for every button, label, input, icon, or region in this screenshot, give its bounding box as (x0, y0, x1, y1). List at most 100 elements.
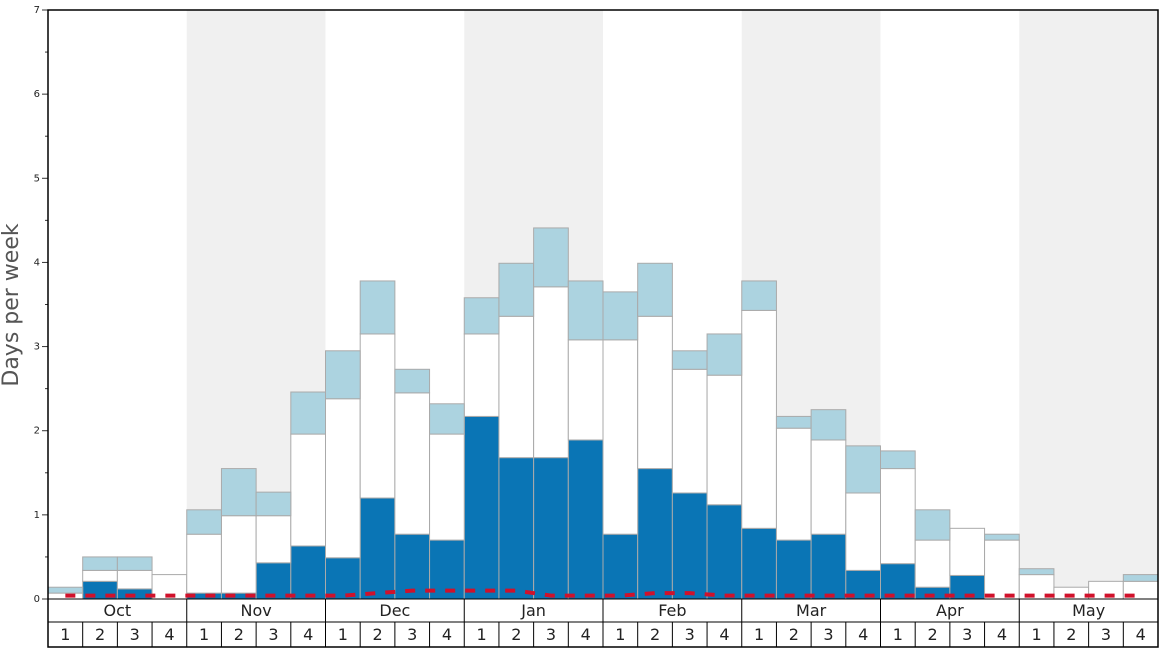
bar-segment (429, 433, 465, 541)
bar-segment (845, 492, 881, 571)
x-tick-label: 4 (997, 625, 1007, 644)
bar-segment (810, 409, 847, 441)
bar-segment (671, 350, 708, 370)
x-tick-label: 1 (893, 625, 903, 644)
bar-segment (463, 415, 500, 600)
x-tick-label: 4 (858, 625, 868, 644)
y-tick-label: 5 (34, 173, 40, 184)
x-tick-label: 1 (199, 625, 209, 644)
y-tick-label: 7 (34, 5, 40, 16)
bar-segment (602, 291, 639, 341)
bar-segment (255, 515, 292, 564)
bar-segment (775, 415, 812, 429)
y-tick-label: 3 (34, 342, 40, 353)
bar-segment (567, 339, 604, 441)
bar-segment (255, 562, 292, 600)
bar-segment (186, 533, 222, 594)
bar-segment (637, 468, 673, 600)
bar-segment (845, 445, 881, 494)
bar-segment (637, 315, 673, 470)
bar-segment (463, 333, 500, 417)
bar-segment (706, 504, 743, 600)
bar-segment (602, 339, 639, 535)
x-tick-label: 1 (338, 625, 348, 644)
bar-segment (810, 439, 847, 535)
frame (47, 9, 1159, 648)
y-tick-label: 4 (34, 257, 40, 268)
x-tick-label: 3 (823, 625, 833, 644)
bar-segment (220, 515, 257, 594)
x-tick-label: 4 (719, 625, 729, 644)
x-tick-label: 3 (130, 625, 140, 644)
month-label: Feb (658, 601, 686, 620)
x-tick-label: 4 (164, 625, 174, 644)
bar-segment (741, 527, 777, 600)
bar-segment (290, 391, 326, 435)
bar-segment (290, 545, 326, 600)
y-tick-label: 2 (34, 426, 40, 437)
bar-segment (359, 280, 396, 335)
y-tick-label: 0 (34, 594, 40, 605)
x-tick-label: 2 (95, 625, 105, 644)
bar-segment (706, 374, 743, 506)
bar-segment (359, 497, 396, 600)
bar-segment (82, 556, 118, 571)
x-tick-label: 3 (685, 625, 695, 644)
x-tick-label: 2 (511, 625, 521, 644)
bar-segment (741, 309, 777, 529)
month-band (1019, 10, 1158, 599)
month-label: May (1072, 601, 1105, 620)
bar-segment (775, 427, 812, 541)
bar-segment (880, 450, 916, 470)
month-label: Mar (796, 601, 827, 620)
bar-segment (671, 492, 708, 600)
bar-segment (394, 392, 431, 535)
bar-segment (914, 539, 951, 588)
bar-segment (116, 569, 153, 590)
month-label: Nov (241, 601, 272, 620)
bar-segment (255, 491, 292, 517)
bar-segment (1018, 568, 1055, 576)
x-tick-label: 2 (927, 625, 937, 644)
x-tick-label: 3 (1101, 625, 1111, 644)
bar-segment (325, 557, 361, 600)
bar-segment (533, 227, 569, 288)
bar-segment (706, 333, 743, 376)
x-tick-label: 2 (650, 625, 660, 644)
bar-segment (498, 262, 535, 317)
x-tick-label: 1 (615, 625, 625, 644)
bar-segment (671, 368, 708, 494)
month-label: Dec (379, 601, 410, 620)
x-tick-label: 4 (442, 625, 452, 644)
x-tick-label: 3 (407, 625, 417, 644)
bar-segment (394, 533, 431, 600)
x-tick-label: 4 (303, 625, 313, 644)
bar-segment (220, 468, 257, 517)
x-tick-label: 1 (60, 625, 70, 644)
bar-segment (637, 262, 673, 317)
month-label: Apr (936, 601, 964, 620)
bar-segment (186, 509, 222, 535)
bar-segment (394, 368, 431, 394)
month-label: Oct (104, 601, 132, 620)
x-tick-label: 1 (1032, 625, 1042, 644)
x-tick-label: 1 (754, 625, 764, 644)
x-tick-label: 2 (789, 625, 799, 644)
bar-segment (984, 539, 1020, 600)
x-tick-label: 3 (268, 625, 278, 644)
x-tick-label: 4 (581, 625, 591, 644)
bar-segment (82, 569, 118, 582)
bar-segment (880, 468, 916, 565)
bar-segment (1122, 574, 1159, 582)
bar-segment (567, 280, 604, 341)
bar-segment (533, 286, 569, 459)
bar-segment (463, 297, 500, 335)
x-tick-label: 3 (962, 625, 972, 644)
month-label: Jan (520, 601, 546, 620)
bar-segment (498, 315, 535, 459)
bar-segment (914, 509, 951, 541)
bar-segment (359, 333, 396, 499)
x-tick-label: 3 (546, 625, 556, 644)
bar-segment (290, 433, 326, 547)
bar-segment (741, 280, 777, 311)
